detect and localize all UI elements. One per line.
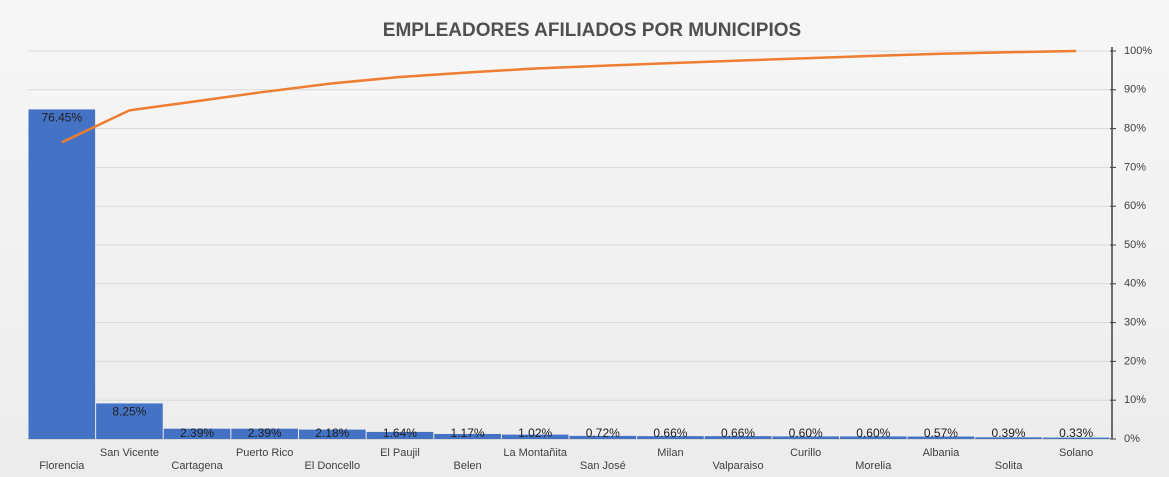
bar: [907, 436, 975, 439]
bar: [637, 436, 704, 439]
value-label: 1.02%: [518, 426, 552, 440]
y2-tick-label: 60%: [1124, 200, 1146, 212]
bar: [975, 437, 1042, 439]
bar: [840, 436, 907, 439]
y2-tick-label: 20%: [1124, 355, 1146, 367]
value-label: 76.45%: [41, 111, 82, 125]
x-tick-label: Valparaiso: [712, 460, 763, 472]
bar: [501, 434, 569, 439]
x-tick-label: Albania: [923, 447, 961, 459]
x-tick-label: Solano: [1059, 447, 1093, 459]
x-tick-label: La Montañita: [503, 447, 567, 459]
value-label: 0.66%: [653, 426, 687, 440]
x-tick-label: San Vicente: [100, 447, 159, 459]
bar: [772, 436, 839, 439]
x-tick-label: Florencia: [39, 460, 85, 472]
cumulative-line: [61, 49, 1077, 144]
y2-tick-label: 40%: [1124, 278, 1146, 290]
bar: [231, 428, 298, 439]
value-label: 1.64%: [383, 426, 417, 440]
y2-tick-label: 10%: [1124, 394, 1146, 406]
bar: [163, 428, 231, 439]
y2-tick-label: 30%: [1124, 317, 1146, 329]
x-tick-label: Morelia: [855, 460, 892, 472]
value-label: 0.60%: [789, 426, 823, 440]
x-tick-label: Milan: [657, 447, 683, 459]
value-label: 0.60%: [856, 426, 890, 440]
y2-tick-label: 0%: [1124, 433, 1140, 445]
y2-tick-label: 50%: [1124, 239, 1146, 251]
y2-tick-label: 90%: [1124, 84, 1146, 96]
y2-tick-label: 80%: [1124, 123, 1146, 135]
x-tick-label: El Paujil: [380, 447, 420, 459]
value-label: 0.72%: [586, 426, 620, 440]
bar: [366, 431, 434, 439]
chart-title: EMPLEADORES AFILIADOS POR MUNICIPIOS: [383, 20, 801, 41]
bar: [704, 436, 772, 439]
value-label: 0.39%: [992, 426, 1026, 440]
value-label: 0.33%: [1059, 426, 1093, 440]
bar: [28, 109, 96, 439]
x-tick-label: San José: [580, 460, 626, 472]
value-label: 8.25%: [112, 405, 146, 419]
bar: [96, 403, 163, 439]
bar: [299, 429, 366, 439]
value-label: 2.39%: [248, 426, 282, 440]
x-tick-label: Curillo: [790, 447, 821, 459]
x-tick-label: El Doncello: [304, 460, 360, 472]
bar: [434, 433, 501, 439]
value-label: 0.66%: [721, 426, 755, 440]
y2-tick-label: 70%: [1124, 161, 1146, 173]
x-tick-label: Cartagena: [171, 460, 223, 472]
y2-tick-label: 100%: [1124, 45, 1152, 57]
value-label: 2.18%: [315, 426, 349, 440]
x-tick-label: Solita: [995, 460, 1023, 472]
bar: [569, 435, 637, 439]
value-label: 2.39%: [180, 426, 214, 440]
x-tick-label: Puerto Rico: [236, 447, 293, 459]
x-tick-label: Belen: [453, 460, 481, 472]
bar: [1042, 437, 1110, 439]
value-label: 0.57%: [924, 426, 958, 440]
value-label: 1.17%: [451, 426, 485, 440]
